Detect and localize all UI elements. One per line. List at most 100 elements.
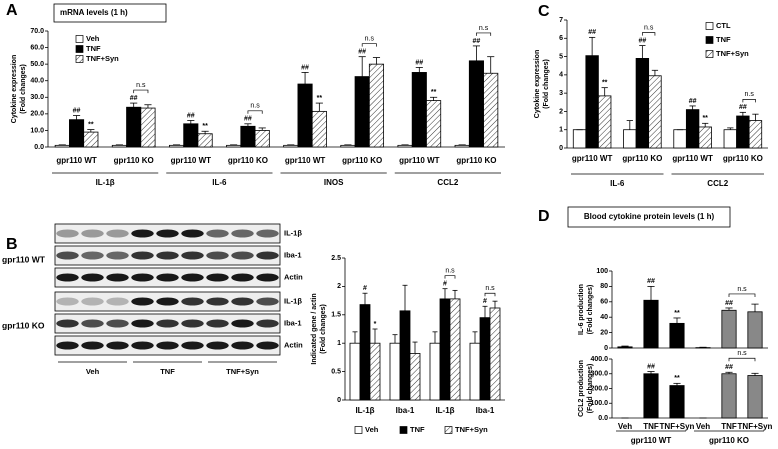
blot-band [81,319,104,328]
blot-band [81,297,104,306]
bar [283,144,299,148]
legend-swatch [705,50,714,58]
bar [617,346,633,349]
significance-marker: ## [647,278,655,285]
y-tick-label: 100 [596,268,608,275]
blot-band [156,229,179,238]
bar [369,342,381,401]
x-tick-label: TNF [721,422,737,431]
bracket [133,89,149,94]
blot-band [106,229,129,238]
significance-marker: ** [431,89,437,96]
y-tick-label: 1 [559,127,563,134]
blot-band [131,251,154,260]
bar [439,298,451,401]
bar [721,309,737,349]
y-tick-label: 10.0 [30,127,44,134]
significance-marker: ** [202,123,208,130]
y-tick-label: 0.0 [34,144,44,151]
bar [747,375,763,419]
bracket-label: n.s [737,350,747,357]
x-tick-label: Veh [618,422,632,431]
bracket [728,357,756,362]
x-tick-label: IL-1β [435,406,454,415]
bar [479,317,491,401]
blot-band [181,319,204,328]
blot-band [256,229,279,238]
bracket-label: n.s [250,103,260,110]
blot-band [181,273,204,282]
bar [349,342,361,401]
y-tick-label: 3 [559,90,563,97]
blot-band [206,251,229,260]
significance-marker: ## [73,107,81,114]
blot-band [81,251,104,260]
significance-marker: ## [244,116,252,123]
x-tick-label: gpr110 KO [456,156,496,165]
y-tick-label: 100.0 [590,400,608,407]
genotype-label: gpr110 WT [2,254,46,264]
x-tick-label: gpr110 WT [672,154,713,163]
y-axis-label: (Fold changes) [587,285,594,335]
x-tick-label: Iba-1 [396,406,415,415]
bar [673,129,687,149]
significance-marker: # [483,298,487,305]
bar [359,304,371,401]
y-tick-label: 2 [559,108,563,115]
blot-band [106,251,129,260]
y-tick-label: 80 [600,283,608,290]
y-tick-label: 0 [559,145,563,152]
y-axis-label: (Fold changes) [320,304,327,354]
significance-marker: ## [187,112,195,119]
significance-marker: ## [739,104,747,111]
y-tick-label: 60.0 [30,44,44,51]
blot-band [106,273,129,282]
significance-marker: ** [602,80,608,87]
y-tick-label: 30.0 [30,94,44,101]
significance-marker: ** [674,375,680,382]
y-tick-label: 5 [559,53,563,60]
y-tick-label: 1 [337,340,341,347]
bracket [361,43,377,47]
bar [197,133,213,148]
y-axis-label: Cytokine expression [11,55,18,123]
bracket [642,32,656,36]
x-tick-label: Veh [696,422,710,431]
bar [140,107,156,148]
blot-band [131,229,154,238]
y-tick-label: 60 [600,299,608,306]
legend-swatch [75,55,84,63]
bracket [444,275,456,279]
bar [426,100,442,148]
bracket [742,98,756,103]
bar [254,130,270,148]
legend-label: TNF+Syn [716,49,749,58]
blot-band [231,319,254,328]
blot-band [206,229,229,238]
group-label: INOS [324,178,344,187]
bar [168,144,185,148]
y-tick-label: 2 [337,283,341,290]
bar [83,131,99,148]
y-tick-label: 20.0 [30,111,44,118]
treatment-label: TNF+Syn [226,367,259,376]
legend-swatch [399,426,408,434]
group-label: CCL2 [437,178,458,187]
bracket-label: n.s [136,82,146,89]
x-tick-label: TNF [643,422,659,431]
significance-marker: * [374,321,377,328]
blot-band [56,319,79,328]
x-tick-label: gpr110 KO [622,154,662,163]
group-label: IL-6 [610,179,625,188]
blot-band [231,341,254,350]
bar [598,95,612,149]
blot-band [81,273,104,282]
blot-band [256,297,279,306]
legend-label: CTL [716,21,731,30]
significance-marker: ** [317,95,323,102]
bracket-label: n.s [485,285,495,292]
treatment-label: TNF [160,367,175,376]
bar [454,144,470,148]
bar [240,125,256,148]
